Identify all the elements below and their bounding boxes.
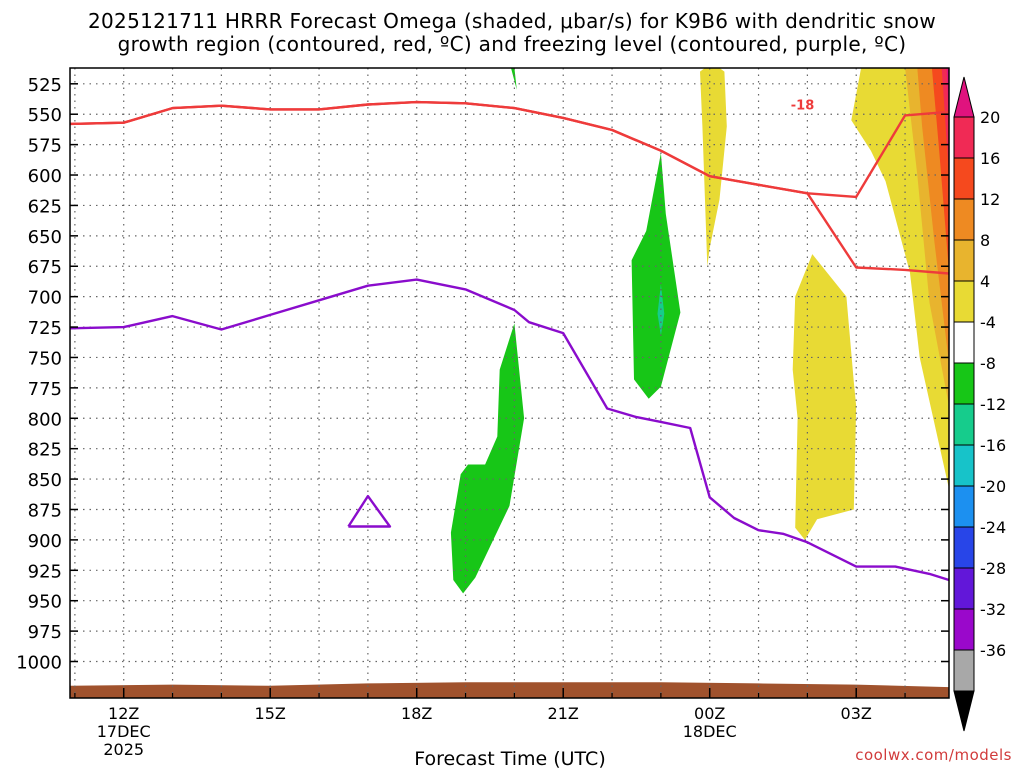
- colorbar-label: 16: [980, 149, 1000, 168]
- colorbar-label: 4: [980, 272, 990, 291]
- y-tick-label: 525: [28, 75, 62, 96]
- gridlines: [70, 68, 949, 698]
- colorbar-arrow-top: [953, 76, 975, 118]
- y-tick-label: 850: [28, 470, 62, 491]
- colorbar-swatch: [953, 403, 975, 446]
- y-tick-label: 1000: [16, 653, 62, 674]
- omega-shading: [70, 68, 949, 698]
- colorbar-swatch: [953, 239, 975, 282]
- y-tick-label: 675: [28, 257, 62, 278]
- omega-region-4: [792, 254, 857, 540]
- y-tick-label: 750: [28, 348, 62, 369]
- colorbar-label: -24: [980, 518, 1006, 537]
- omega-region-0: [450, 323, 525, 594]
- y-tick-label: 625: [28, 196, 62, 217]
- colorbar-swatch: [953, 649, 975, 692]
- x-tick-label: 21Z: [548, 704, 579, 723]
- colorbar-swatch: [953, 157, 975, 200]
- colorbar-swatch: [953, 567, 975, 610]
- y-tick-label: 975: [28, 622, 62, 643]
- x-tick-label: 17DEC: [97, 722, 151, 741]
- colorbar-swatch: [953, 198, 975, 241]
- colorbar-label: -36: [980, 641, 1006, 660]
- contour-label-bg: [786, 95, 819, 113]
- colorbar-arrow-bottom: [953, 690, 975, 732]
- colorbar-label: -8: [980, 354, 996, 373]
- chart-title-line2: growth region (contoured, red, ºC) and f…: [117, 32, 907, 56]
- colorbar-swatch: [953, 280, 975, 323]
- colorbar-label: 20: [980, 108, 1000, 127]
- colorbar-swatch: [953, 362, 975, 405]
- colorbar-label: -12: [980, 395, 1006, 414]
- terrain-ground: [70, 682, 949, 698]
- x-axis-label: Forecast Time (UTC): [414, 748, 605, 768]
- y-tick-label: 900: [28, 531, 62, 552]
- colorbar-label: -16: [980, 436, 1006, 455]
- y-tick-label: 550: [28, 105, 62, 126]
- series-line-freezing_level: [70, 278, 949, 582]
- axes: 525 550 575 600 625 650 675 700 725 750 775 800 825 8…: [16, 75, 949, 759]
- y-tick-label: 700: [28, 288, 62, 309]
- omega-region-1: [631, 153, 681, 399]
- y-tick-label: 925: [28, 561, 62, 582]
- colorbar-label: 8: [980, 231, 990, 250]
- colorbar-swatch: [953, 321, 975, 364]
- plot-border: [69, 67, 950, 699]
- y-tick-label: 650: [28, 227, 62, 248]
- omega-region-11: [511, 68, 517, 90]
- x-tick-label: 2025: [103, 740, 144, 759]
- series-line-freezing_level_loop: [347, 494, 392, 528]
- x-tick-label: 15Z: [255, 704, 286, 723]
- x-tick-label: 12Z: [108, 704, 139, 723]
- y-tick-label: 775: [28, 379, 62, 400]
- contour-label: -18: [791, 98, 815, 113]
- colorbar-label: -4: [980, 313, 996, 332]
- chart-title-line1: 2025121711 HRRR Forecast Omega (shaded, …: [88, 9, 936, 33]
- colorbar-label: -28: [980, 559, 1006, 578]
- contour-lines: -18: [70, 95, 949, 582]
- y-tick-label: 725: [28, 318, 62, 339]
- x-tick-label: 03Z: [841, 704, 872, 723]
- credit-link[interactable]: coolwx.com/models: [855, 746, 1012, 764]
- colorbar-label: -20: [980, 477, 1006, 496]
- colorbar-swatch: [953, 485, 975, 528]
- series-line-dgz_bottom: [70, 100, 949, 275]
- colorbar-swatch: [953, 444, 975, 487]
- colorbar-swatch: [953, 526, 975, 569]
- x-tick-label: 18Z: [401, 704, 432, 723]
- omega-region-8: [931, 68, 949, 273]
- colorbar: 20 16 12 8 4 -4 -8 -12 -16 -20 -24 -28 -32 -36: [953, 76, 1006, 732]
- x-tick-label: 00Z: [694, 704, 725, 723]
- y-tick-label: 950: [28, 592, 62, 613]
- colorbar-swatch: [953, 608, 975, 651]
- colorbar-label: -32: [980, 600, 1006, 619]
- colorbar-swatch: [953, 116, 975, 159]
- omega-region-2: [657, 284, 665, 336]
- series-line-dgz_top: [70, 100, 949, 199]
- y-tick-label: 800: [28, 409, 62, 430]
- x-tick-label: 18DEC: [683, 722, 737, 741]
- plot-frame: [69, 67, 950, 699]
- y-tick-label: 875: [28, 500, 62, 521]
- omega-region-9: [941, 68, 949, 175]
- omega-region-3: [700, 68, 727, 267]
- y-tick-label: 575: [28, 136, 62, 157]
- colorbar-label: 12: [980, 190, 1000, 209]
- y-tick-label: 600: [28, 166, 62, 187]
- y-tick-label: 825: [28, 440, 62, 461]
